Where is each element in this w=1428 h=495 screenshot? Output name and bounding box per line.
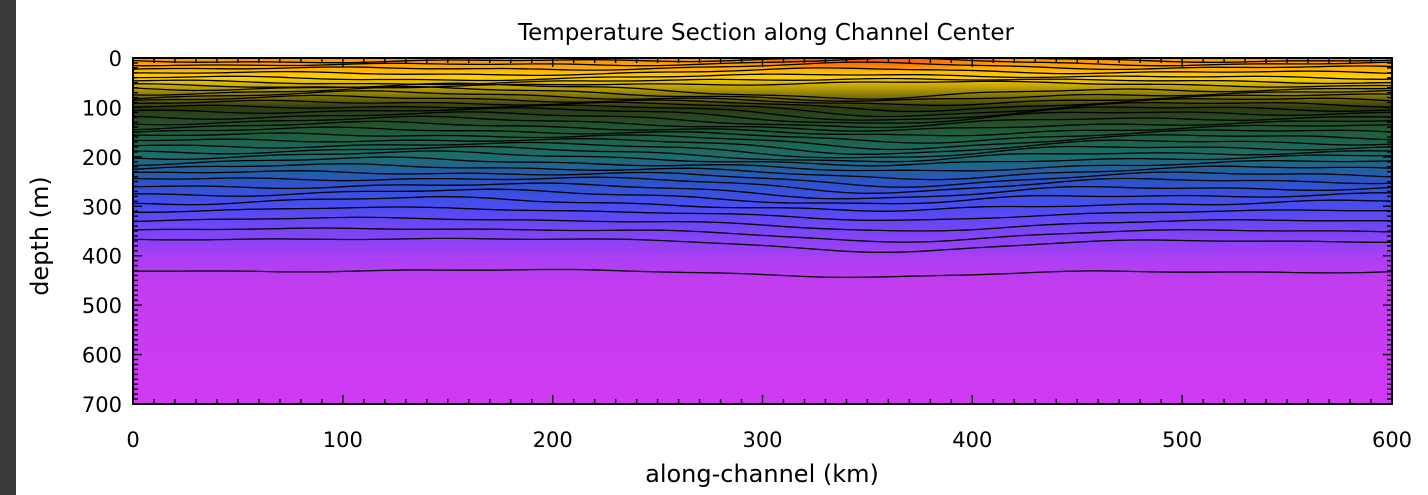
y-tick-label: 200 bbox=[82, 146, 122, 170]
contour-line bbox=[133, 137, 1392, 155]
contour-line bbox=[133, 107, 1392, 124]
y-tick-label: 0 bbox=[109, 47, 122, 71]
y-axis-title: depth (m) bbox=[26, 176, 54, 296]
contour-line bbox=[133, 163, 1392, 181]
contour-line bbox=[133, 104, 1392, 121]
contour-line bbox=[133, 120, 1392, 137]
contour-line bbox=[133, 90, 1392, 107]
contour-line bbox=[133, 73, 1392, 82]
contour-line bbox=[133, 126, 1392, 144]
contour-line bbox=[133, 111, 1392, 129]
x-tick-label: 400 bbox=[952, 428, 992, 452]
contour-line bbox=[133, 132, 1392, 151]
contour-line bbox=[133, 150, 1392, 167]
x-tick-label: 200 bbox=[533, 428, 573, 452]
x-tick-label: 0 bbox=[126, 428, 139, 452]
contour-line bbox=[133, 196, 1392, 212]
contour-line bbox=[133, 145, 1392, 163]
contour-line bbox=[133, 216, 1392, 232]
contour-line bbox=[133, 67, 1392, 77]
contour-line bbox=[133, 156, 1392, 172]
contour-line bbox=[133, 170, 1392, 188]
y-tick-label: 600 bbox=[82, 344, 122, 368]
y-tick-label: 400 bbox=[82, 245, 122, 269]
y-axis-ticks: 0 100 200 300 400 500 600 700 bbox=[82, 47, 1392, 417]
x-axis-ticks: 0 100 200 300 400 500 600 bbox=[126, 58, 1412, 452]
contour-line bbox=[133, 237, 1392, 253]
contour-line bbox=[133, 82, 1392, 100]
y-tick-label: 500 bbox=[82, 294, 122, 318]
y-tick-label: 300 bbox=[82, 195, 122, 219]
contour-line bbox=[133, 206, 1392, 221]
chart-title: Temperature Section along Channel Center bbox=[517, 20, 1015, 46]
x-tick-label: 600 bbox=[1372, 428, 1412, 452]
x-tick-label: 100 bbox=[323, 428, 363, 452]
contour-line bbox=[133, 227, 1392, 243]
temperature-field bbox=[133, 58, 1392, 404]
x-tick-label: 300 bbox=[742, 428, 782, 452]
contour-line bbox=[133, 182, 1392, 200]
contour-line bbox=[133, 176, 1392, 194]
x-tick-label: 500 bbox=[1162, 428, 1202, 452]
contour-line bbox=[133, 115, 1392, 132]
contour-line bbox=[133, 86, 1392, 102]
contour-line bbox=[133, 188, 1392, 205]
contour-line bbox=[133, 94, 1392, 113]
left-edge-strip bbox=[0, 0, 16, 495]
y-tick-label: 100 bbox=[82, 96, 122, 120]
contour-line bbox=[133, 99, 1392, 118]
contour-line bbox=[133, 268, 1392, 279]
contour-line bbox=[133, 77, 1392, 86]
x-axis-title: along-channel (km) bbox=[645, 460, 879, 488]
y-tick-label: 700 bbox=[82, 393, 122, 417]
contour-line bbox=[133, 141, 1392, 159]
